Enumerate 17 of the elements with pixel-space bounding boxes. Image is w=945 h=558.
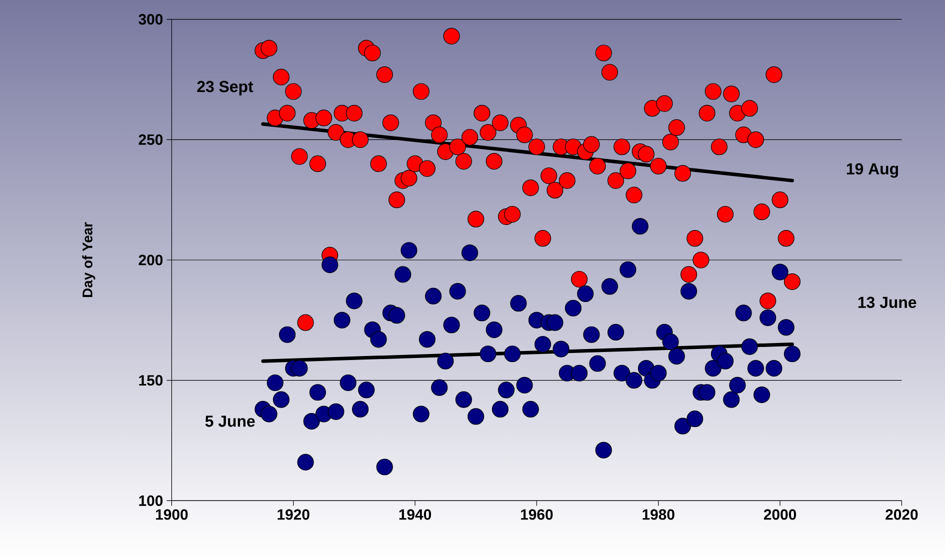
annotation: 13 June bbox=[858, 296, 916, 308]
x-tick-label: 2000 bbox=[764, 509, 796, 520]
y-tick-label: 300 bbox=[138, 14, 163, 25]
y-axis-title: Day of Year bbox=[82, 222, 96, 298]
x-tick-label: 1940 bbox=[399, 509, 432, 520]
x-tick-label: 1900 bbox=[156, 509, 188, 520]
annotation: 19 Aug bbox=[846, 163, 898, 178]
y-tick-label: 200 bbox=[138, 254, 163, 266]
x-tick-label: 1920 bbox=[278, 509, 310, 520]
x-tick-label: 1980 bbox=[642, 509, 674, 520]
y-tick-label: 100 bbox=[139, 495, 163, 506]
y-tick-label: 150 bbox=[139, 375, 163, 386]
x-tick-label: 2020 bbox=[886, 509, 918, 520]
annotation: 23 Sept bbox=[197, 80, 254, 96]
annotation: 5 June bbox=[205, 416, 255, 427]
x-tick-label: 1960 bbox=[521, 509, 553, 520]
y-tick-label: 250 bbox=[138, 134, 163, 145]
